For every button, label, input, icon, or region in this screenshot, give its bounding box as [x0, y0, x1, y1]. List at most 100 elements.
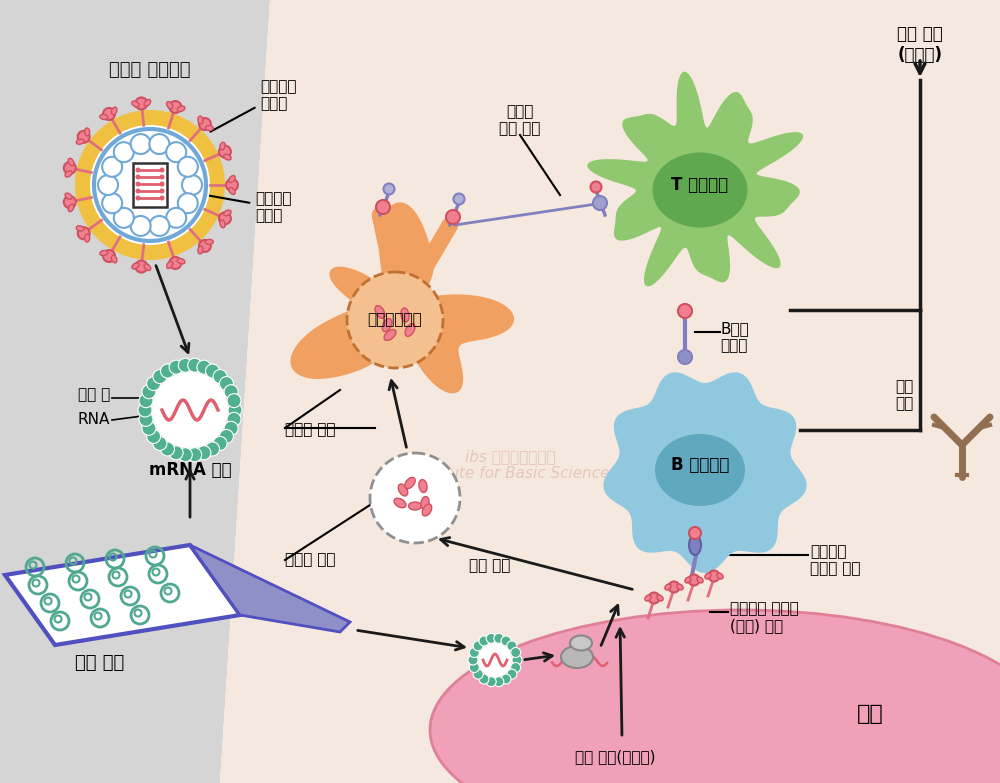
Polygon shape — [290, 202, 514, 393]
Circle shape — [75, 110, 225, 260]
Ellipse shape — [111, 255, 117, 263]
Text: 스파이크 단백질
(항원) 생성: 스파이크 단백질 (항원) 생성 — [730, 601, 799, 633]
Ellipse shape — [177, 258, 185, 264]
Ellipse shape — [132, 263, 139, 269]
Text: RNA: RNA — [78, 413, 110, 428]
Circle shape — [219, 146, 231, 157]
Circle shape — [213, 370, 227, 384]
Circle shape — [102, 193, 122, 213]
Ellipse shape — [76, 226, 84, 231]
Circle shape — [511, 648, 521, 658]
Circle shape — [486, 633, 496, 644]
Circle shape — [160, 442, 175, 456]
Circle shape — [468, 655, 478, 665]
Circle shape — [160, 182, 164, 186]
Ellipse shape — [229, 175, 235, 182]
Circle shape — [131, 216, 151, 236]
Ellipse shape — [382, 319, 392, 331]
Circle shape — [78, 131, 90, 143]
Ellipse shape — [645, 595, 651, 601]
Circle shape — [178, 359, 192, 372]
Polygon shape — [0, 0, 270, 783]
Ellipse shape — [652, 153, 748, 228]
Circle shape — [479, 636, 489, 646]
Circle shape — [188, 448, 202, 462]
Ellipse shape — [419, 479, 427, 493]
Circle shape — [224, 384, 238, 399]
Circle shape — [135, 261, 147, 272]
Ellipse shape — [697, 577, 703, 583]
Ellipse shape — [132, 101, 139, 107]
Circle shape — [206, 364, 220, 378]
Circle shape — [197, 360, 211, 374]
Circle shape — [511, 662, 521, 673]
Circle shape — [689, 527, 701, 539]
Circle shape — [479, 674, 489, 684]
Circle shape — [199, 118, 211, 130]
Ellipse shape — [665, 584, 671, 590]
Text: T 면역세포: T 면역세포 — [671, 176, 729, 194]
Circle shape — [178, 157, 198, 177]
Circle shape — [160, 364, 174, 378]
Polygon shape — [190, 545, 350, 632]
Circle shape — [78, 227, 90, 239]
Text: B 면역세포: B 면역세포 — [671, 456, 729, 474]
Circle shape — [64, 196, 76, 208]
Circle shape — [226, 179, 238, 191]
Ellipse shape — [65, 171, 72, 177]
Circle shape — [213, 436, 227, 450]
Ellipse shape — [421, 496, 429, 510]
Circle shape — [593, 196, 607, 210]
Circle shape — [98, 175, 118, 195]
Ellipse shape — [405, 323, 415, 337]
Ellipse shape — [85, 234, 90, 242]
Circle shape — [228, 403, 242, 417]
Circle shape — [169, 446, 183, 460]
Ellipse shape — [76, 139, 84, 144]
Circle shape — [160, 189, 164, 193]
Circle shape — [507, 640, 517, 651]
Ellipse shape — [167, 102, 173, 109]
Text: 세포 사멸: 세포 사멸 — [469, 558, 511, 573]
Circle shape — [384, 183, 394, 194]
Circle shape — [478, 643, 512, 677]
Circle shape — [668, 582, 680, 593]
Ellipse shape — [224, 154, 231, 160]
Circle shape — [136, 168, 140, 172]
Circle shape — [219, 429, 233, 443]
Circle shape — [160, 175, 164, 179]
Ellipse shape — [375, 305, 385, 319]
Ellipse shape — [430, 610, 1000, 783]
Circle shape — [114, 143, 134, 162]
Ellipse shape — [65, 193, 72, 200]
Polygon shape — [5, 545, 240, 645]
Circle shape — [149, 134, 169, 154]
Circle shape — [169, 101, 181, 113]
Ellipse shape — [144, 264, 151, 271]
Circle shape — [708, 571, 720, 582]
Circle shape — [501, 636, 511, 646]
Ellipse shape — [85, 128, 90, 136]
Ellipse shape — [394, 498, 406, 507]
Circle shape — [494, 633, 504, 644]
Ellipse shape — [68, 158, 74, 166]
Circle shape — [160, 196, 164, 200]
Circle shape — [469, 648, 479, 658]
Text: 근육 주사: 근육 주사 — [75, 654, 125, 672]
Circle shape — [139, 394, 153, 408]
Ellipse shape — [100, 251, 108, 255]
Text: 코로나 바이러스: 코로나 바이러스 — [109, 61, 191, 79]
Circle shape — [206, 442, 220, 456]
Circle shape — [114, 207, 134, 228]
Ellipse shape — [205, 125, 213, 131]
Ellipse shape — [398, 484, 408, 496]
Circle shape — [169, 257, 181, 269]
Circle shape — [64, 162, 76, 174]
Text: ibs 기초과학연구원
Institute for Basic Science: ibs 기초과학연구원 Institute for Basic Science — [411, 449, 609, 482]
Ellipse shape — [220, 143, 225, 150]
Circle shape — [347, 272, 443, 368]
Circle shape — [166, 143, 186, 162]
Circle shape — [219, 377, 233, 391]
Circle shape — [473, 669, 483, 679]
Circle shape — [178, 193, 198, 213]
